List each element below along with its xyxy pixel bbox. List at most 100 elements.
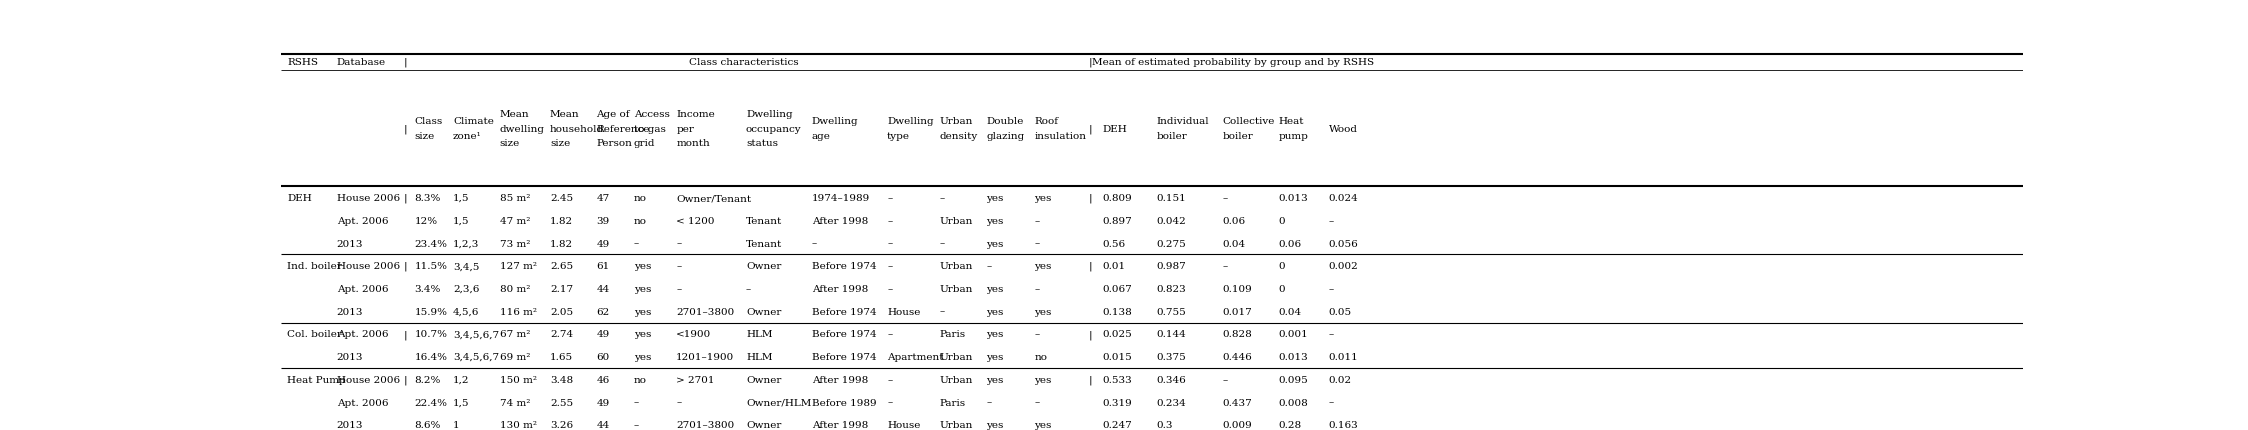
Text: Urban: Urban <box>940 352 973 361</box>
Text: status: status <box>746 139 778 148</box>
Text: 0.02: 0.02 <box>1329 375 1351 384</box>
Text: yes: yes <box>634 284 652 293</box>
Text: 0.008: 0.008 <box>1279 398 1308 407</box>
Text: boiler: boiler <box>1223 132 1254 141</box>
Text: 0.04: 0.04 <box>1279 307 1302 316</box>
Text: 0.002: 0.002 <box>1329 261 1358 270</box>
Text: 0.275: 0.275 <box>1158 239 1187 248</box>
Text: –: – <box>1329 216 1333 225</box>
Text: –: – <box>888 284 892 293</box>
Text: Apt. 2006: Apt. 2006 <box>337 216 389 225</box>
Text: –: – <box>812 239 816 248</box>
Text: 0.897: 0.897 <box>1102 216 1133 225</box>
Text: –: – <box>1034 398 1039 407</box>
Text: 0.346: 0.346 <box>1158 375 1187 384</box>
Text: 49: 49 <box>596 398 609 407</box>
Text: 16.4%: 16.4% <box>414 352 447 361</box>
Text: 85 m²: 85 m² <box>499 194 531 203</box>
Text: 0.234: 0.234 <box>1158 398 1187 407</box>
Text: After 1998: After 1998 <box>812 216 868 225</box>
Text: <1900: <1900 <box>677 330 713 338</box>
Text: 73 m²: 73 m² <box>499 239 531 248</box>
Text: |: | <box>402 375 407 384</box>
Text: Dwelling: Dwelling <box>746 110 794 119</box>
Text: 12%: 12% <box>414 216 438 225</box>
Text: 61: 61 <box>596 261 609 270</box>
Text: 0.375: 0.375 <box>1158 352 1187 361</box>
Text: boiler: boiler <box>1158 132 1187 141</box>
Text: Before 1974: Before 1974 <box>812 261 877 270</box>
Text: Before 1989: Before 1989 <box>812 398 877 407</box>
Text: |: | <box>1088 375 1093 384</box>
Text: After 1998: After 1998 <box>812 284 868 293</box>
Text: 0.533: 0.533 <box>1102 375 1133 384</box>
Text: no: no <box>634 375 647 384</box>
Text: –: – <box>677 261 681 270</box>
Text: Before 1974: Before 1974 <box>812 307 877 316</box>
Text: Apt. 2006: Apt. 2006 <box>337 398 389 407</box>
Text: –: – <box>888 330 892 338</box>
Text: dwelling: dwelling <box>499 124 544 133</box>
Text: yes: yes <box>1034 194 1052 203</box>
Text: yes: yes <box>634 330 652 338</box>
Text: yes: yes <box>634 261 652 270</box>
Text: Tenant: Tenant <box>746 216 782 225</box>
Text: 130 m²: 130 m² <box>499 420 537 429</box>
Text: 3.48: 3.48 <box>551 375 573 384</box>
Text: Mean: Mean <box>499 110 528 119</box>
Text: 23.4%: 23.4% <box>414 239 447 248</box>
Text: –: – <box>987 398 991 407</box>
Text: Double: Double <box>987 117 1023 126</box>
Text: yes: yes <box>634 352 652 361</box>
Text: 1,5: 1,5 <box>454 194 470 203</box>
Text: Climate: Climate <box>454 117 495 126</box>
Text: –: – <box>940 194 944 203</box>
Text: Individual: Individual <box>1158 117 1209 126</box>
Text: Age of: Age of <box>596 110 629 119</box>
Text: glazing: glazing <box>987 132 1025 141</box>
Text: –: – <box>987 261 991 270</box>
Text: 8.2%: 8.2% <box>414 375 441 384</box>
Text: 49: 49 <box>596 239 609 248</box>
Text: 2.74: 2.74 <box>551 330 573 338</box>
Text: 67 m²: 67 m² <box>499 330 531 338</box>
Text: Owner/HLM: Owner/HLM <box>746 398 812 407</box>
Text: –: – <box>634 239 638 248</box>
Text: 47: 47 <box>596 194 609 203</box>
Text: 0.28: 0.28 <box>1279 420 1302 429</box>
Text: 15.9%: 15.9% <box>414 307 447 316</box>
Text: insulation: insulation <box>1034 132 1086 141</box>
Text: Person: Person <box>596 139 632 148</box>
Text: size: size <box>551 139 571 148</box>
Text: 0.001: 0.001 <box>1279 330 1308 338</box>
Text: 0.095: 0.095 <box>1279 375 1308 384</box>
Text: yes: yes <box>634 307 652 316</box>
Text: 2.55: 2.55 <box>551 398 573 407</box>
Text: 0.04: 0.04 <box>1223 239 1245 248</box>
Text: no: no <box>634 216 647 225</box>
Text: HLM: HLM <box>746 352 773 361</box>
Text: Reference: Reference <box>596 124 650 133</box>
Text: Urban: Urban <box>940 420 973 429</box>
Text: 22.4%: 22.4% <box>414 398 447 407</box>
Text: |: | <box>402 329 407 339</box>
Text: After 1998: After 1998 <box>812 375 868 384</box>
Text: House: House <box>888 420 919 429</box>
Text: 0.247: 0.247 <box>1102 420 1133 429</box>
Text: yes: yes <box>1034 261 1052 270</box>
Text: 0.319: 0.319 <box>1102 398 1133 407</box>
Text: Owner/Tenant: Owner/Tenant <box>677 194 751 203</box>
Text: Owner: Owner <box>746 261 782 270</box>
Text: Before 1974: Before 1974 <box>812 330 877 338</box>
Text: –: – <box>1223 375 1227 384</box>
Text: –: – <box>1329 330 1333 338</box>
Text: Owner: Owner <box>746 375 782 384</box>
Text: type: type <box>888 132 910 141</box>
Text: yes: yes <box>987 330 1003 338</box>
Text: yes: yes <box>1034 375 1052 384</box>
Text: 2013: 2013 <box>337 352 364 361</box>
Text: 0.06: 0.06 <box>1279 239 1302 248</box>
Text: 1: 1 <box>454 420 459 429</box>
Text: 0.828: 0.828 <box>1223 330 1252 338</box>
Text: 62: 62 <box>596 307 609 316</box>
